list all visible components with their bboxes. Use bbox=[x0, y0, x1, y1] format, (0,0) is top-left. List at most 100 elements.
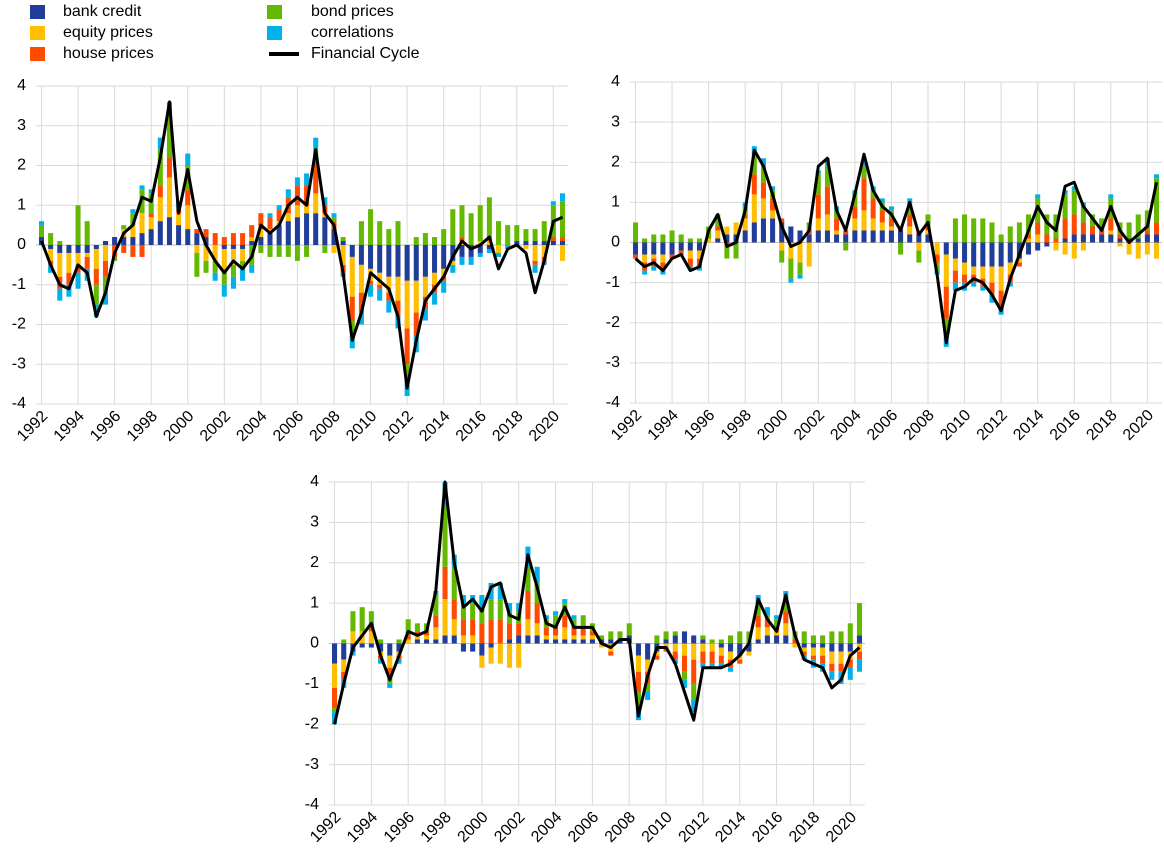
bar-segment bbox=[1154, 242, 1160, 259]
bar-segment bbox=[442, 635, 448, 644]
bar-segment bbox=[691, 659, 697, 684]
bar-segment bbox=[1080, 206, 1086, 223]
bar-segment bbox=[907, 214, 913, 227]
x-tick-label: 2014 bbox=[416, 408, 453, 445]
bar-segment bbox=[130, 237, 136, 245]
bar-segment bbox=[130, 213, 136, 226]
bar-segment bbox=[980, 266, 986, 279]
bar-segment bbox=[441, 245, 447, 269]
bar-segment bbox=[1144, 234, 1150, 243]
bar-segment bbox=[1135, 242, 1141, 259]
bar-segment bbox=[718, 643, 724, 648]
y-tick-label: 4 bbox=[17, 77, 26, 94]
bar-segment bbox=[678, 250, 684, 255]
bar-segment bbox=[121, 237, 127, 245]
bar-segment bbox=[718, 655, 724, 664]
bar-segment bbox=[359, 607, 365, 632]
bar-segment bbox=[571, 635, 577, 640]
bar-segment bbox=[488, 619, 494, 644]
bar-segment bbox=[1044, 242, 1050, 247]
bar-segment bbox=[48, 233, 54, 245]
bar-segment bbox=[550, 237, 556, 242]
bar-segment bbox=[774, 619, 780, 628]
bar-segment bbox=[258, 213, 264, 230]
bar-segment bbox=[313, 213, 319, 245]
bar-segment bbox=[898, 230, 904, 243]
bar-segment bbox=[755, 615, 761, 628]
bar-segment bbox=[479, 643, 485, 656]
x-tick-label: 2008 bbox=[307, 408, 344, 445]
bar-segment bbox=[916, 242, 922, 251]
x-tick-label: 1994 bbox=[51, 408, 88, 445]
bar-segment bbox=[672, 631, 678, 636]
bar-segment bbox=[378, 639, 384, 644]
bar-segment bbox=[651, 254, 657, 259]
bar-segment bbox=[861, 158, 867, 167]
bar-segment bbox=[783, 635, 789, 644]
bar-segment bbox=[523, 229, 529, 242]
bar-segment bbox=[681, 643, 688, 656]
x-tick-label: 2018 bbox=[786, 809, 823, 846]
bar-segment bbox=[553, 639, 559, 644]
bar-segment bbox=[404, 280, 410, 329]
bar-segment bbox=[477, 245, 483, 253]
bar-segment bbox=[121, 245, 127, 253]
bar-segment bbox=[350, 611, 356, 632]
bar-segment bbox=[834, 218, 840, 231]
bar-segment bbox=[599, 643, 605, 648]
bar-segment bbox=[746, 643, 752, 652]
y-tick-label: -2 bbox=[12, 316, 26, 333]
bar-segment bbox=[102, 241, 108, 245]
bar-segment bbox=[801, 647, 807, 652]
bar-segment bbox=[669, 254, 675, 259]
bar-segment bbox=[249, 241, 255, 245]
bar-segment bbox=[724, 246, 730, 259]
bar-segment bbox=[952, 282, 958, 291]
bar-segment bbox=[925, 214, 931, 227]
bar-segment bbox=[645, 691, 651, 701]
x-tick-label: 1998 bbox=[124, 408, 161, 445]
bar-segment bbox=[534, 635, 540, 644]
x-tick-label: 1994 bbox=[344, 809, 381, 846]
bar-segment bbox=[1053, 238, 1059, 243]
x-tick-label: 2016 bbox=[749, 809, 786, 846]
bar-segment bbox=[102, 260, 108, 277]
bar-segment bbox=[779, 222, 785, 243]
bar-segment bbox=[358, 245, 364, 265]
bar-segment bbox=[166, 217, 172, 245]
bar-segment bbox=[413, 312, 419, 337]
bar-segment bbox=[505, 245, 511, 249]
bar-segment bbox=[541, 245, 547, 257]
bar-segment bbox=[413, 280, 419, 313]
bar-segment bbox=[989, 294, 995, 303]
bar-segment bbox=[779, 250, 785, 263]
x-tick-label: 2008 bbox=[602, 809, 639, 846]
y-tick-label: 4 bbox=[310, 473, 319, 490]
bar-segment bbox=[760, 158, 766, 167]
bar-segment bbox=[678, 234, 684, 243]
y-tick-label: 3 bbox=[17, 117, 26, 134]
bar-segment bbox=[553, 615, 559, 628]
bar-segment bbox=[313, 193, 319, 214]
bar-segment bbox=[422, 233, 428, 245]
bar-segment bbox=[1044, 214, 1050, 235]
x-tick-label: 2004 bbox=[233, 408, 270, 445]
bar-segment bbox=[386, 300, 392, 313]
bar-segment bbox=[562, 639, 568, 644]
bar-segment bbox=[203, 260, 209, 273]
bar-segment bbox=[368, 627, 374, 632]
bar-segment bbox=[341, 659, 347, 672]
bar-segment bbox=[377, 272, 383, 285]
bar-segment bbox=[304, 205, 310, 214]
bar-segment bbox=[349, 245, 355, 257]
bar-segment bbox=[130, 225, 136, 238]
x-tick-label: 2016 bbox=[1047, 407, 1084, 444]
bar-segment bbox=[696, 242, 702, 251]
x-tick-label: 2006 bbox=[864, 407, 901, 444]
bar-segment bbox=[1007, 262, 1013, 275]
bar-segment bbox=[414, 623, 420, 632]
bar-segment bbox=[450, 245, 456, 261]
x-tick-label: 1996 bbox=[87, 408, 124, 445]
bar-segment bbox=[755, 603, 761, 616]
